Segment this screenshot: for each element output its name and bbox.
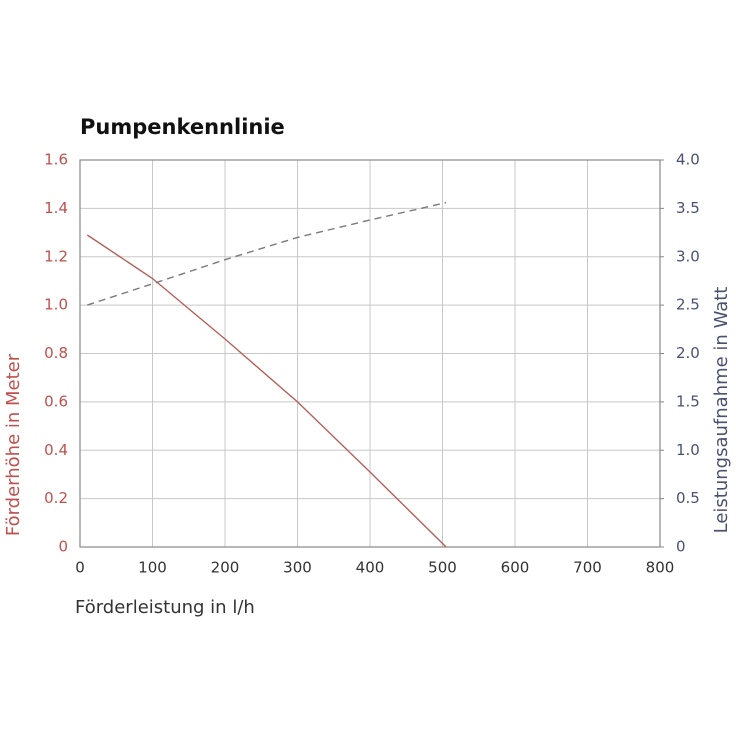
y2-tick-label: 0: [676, 538, 686, 556]
y2-tick-label: 1.0: [676, 441, 700, 459]
x-tick-label: 200: [211, 559, 240, 577]
y-tick-label: 1.6: [44, 151, 68, 169]
y-tick-label: 1.4: [44, 199, 68, 217]
y2-tick-label: 0.5: [676, 489, 700, 507]
chart-title: Pumpenkennlinie: [80, 115, 285, 139]
x-tick-label: 0: [75, 559, 85, 577]
y-tick-label: 0.8: [44, 344, 68, 362]
plot-border: [79, 159, 661, 548]
y2-tick-label: 4.0: [676, 151, 700, 169]
y-axis-title: Förderhöhe in Meter: [3, 353, 24, 536]
x-tick-label: 700: [573, 559, 602, 577]
y2-axis-title: Leistungsaufnahme in Watt: [711, 287, 732, 534]
y-tick-label: 1.2: [44, 247, 68, 265]
y-tick-label: 1.0: [44, 296, 68, 314]
x-tick-label: 100: [138, 559, 167, 577]
y2-tick-label: 3.5: [676, 199, 700, 217]
y2-tick-label: 2.0: [676, 344, 700, 362]
x-tick-label: 300: [283, 559, 312, 577]
y-tick-label: 0: [58, 538, 68, 556]
series-line: [87, 201, 447, 306]
x-tick-label: 500: [428, 559, 457, 577]
x-tick-label: 600: [501, 559, 530, 577]
y2-tick-label: 2.5: [676, 296, 700, 314]
x-tick-label: 800: [646, 559, 675, 577]
y-tick-label: 0.6: [44, 392, 68, 410]
x-axis-title: Förderleistung in l/h: [75, 597, 255, 618]
y-tick-label: 0.2: [44, 489, 68, 507]
y2-tick-label: 1.5: [676, 392, 700, 410]
series-line: [86, 234, 447, 548]
y2-tick-label: 3.0: [676, 247, 700, 265]
y-tick-label: 0.4: [44, 441, 68, 459]
x-tick-label: 400: [356, 559, 385, 577]
